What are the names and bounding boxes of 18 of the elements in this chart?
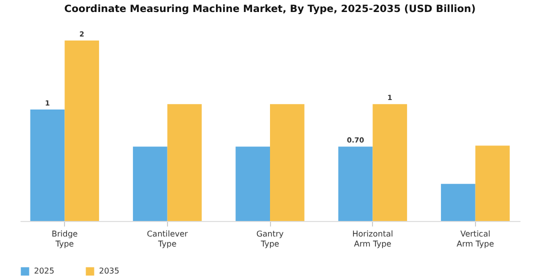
x-tick-label: Cantilever Type [146, 230, 189, 248]
legend-label: 2025 [34, 266, 54, 276]
bar [338, 146, 373, 221]
x-tick-label: Horizontal Arm Type [352, 230, 394, 248]
bar [440, 184, 476, 221]
x-tick-label: Vertical Arm Type [456, 230, 494, 248]
bar [30, 109, 65, 221]
bar [64, 40, 100, 221]
chart-title: Coordinate Measuring Machine Market, By Type, 2025-2035 (USD Billion) [64, 4, 476, 15]
bar [475, 146, 510, 221]
bar [132, 146, 168, 221]
bar [372, 104, 408, 221]
bar [236, 146, 270, 221]
bar [270, 104, 304, 221]
legend-label: 2035 [99, 266, 120, 276]
x-tick-label: Gantry Type [256, 230, 284, 248]
x-tick-label: Bridge Type [52, 230, 78, 248]
bar [167, 104, 202, 221]
